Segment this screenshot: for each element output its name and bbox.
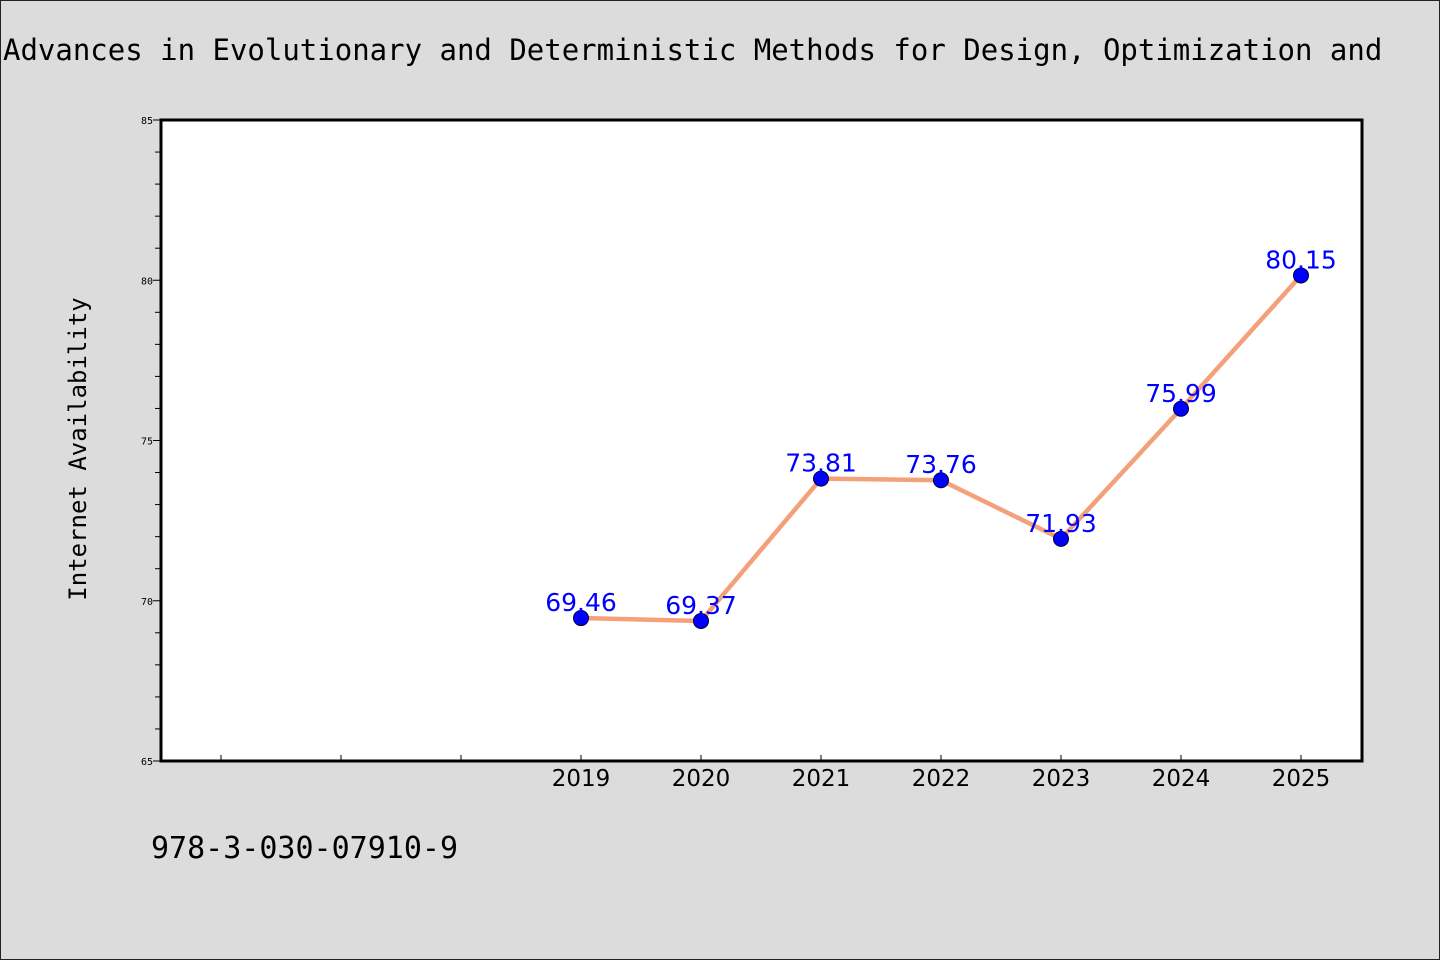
y-tick-label: 75: [141, 437, 153, 448]
data-point: [933, 472, 949, 489]
y-tick-label: 65: [141, 757, 153, 768]
x-tick-label: 2024: [1152, 766, 1211, 792]
data-point: [1173, 400, 1189, 417]
data-point: [693, 612, 709, 629]
x-axis: 2019 2020 2021 2022 2023 2024 2025: [220, 755, 1331, 792]
data-label: 69.46: [545, 588, 617, 617]
data-point: [1293, 267, 1309, 284]
y-axis: 65 70 75 80 85: [141, 116, 161, 768]
y-tick-label: 70: [141, 597, 153, 608]
x-tick-label: 2019: [552, 766, 611, 792]
data-label: 75.99: [1145, 379, 1217, 408]
data-point: [813, 470, 829, 487]
data-point: [573, 610, 589, 627]
y-axis-label: Internet Availability: [64, 297, 92, 600]
chart-title: Advances in Evolutionary and Determinist…: [3, 33, 1383, 67]
plot-area: [159, 118, 1364, 763]
y-tick-label: 85: [141, 116, 153, 127]
data-label: 69.37: [665, 591, 737, 620]
x-tick-label: 2023: [1032, 766, 1091, 792]
isbn-label: 978-3-030-07910-9: [151, 831, 459, 866]
data-label: 80.15: [1265, 245, 1337, 274]
data-label: 71.93: [1025, 509, 1097, 538]
y-tick-label: 80: [141, 276, 153, 287]
x-tick-label: 2020: [672, 766, 731, 792]
data-label: 73.76: [905, 450, 977, 479]
data-point: [1053, 530, 1069, 547]
x-tick-label: 2021: [792, 766, 851, 792]
x-tick-label: 2022: [912, 766, 971, 792]
x-tick-label: 2025: [1272, 766, 1331, 792]
series-internet-availability: 69.46 69.37 73.81 73.76 71.93 75.99 80.15: [545, 245, 1337, 629]
data-label: 73.81: [785, 449, 857, 478]
